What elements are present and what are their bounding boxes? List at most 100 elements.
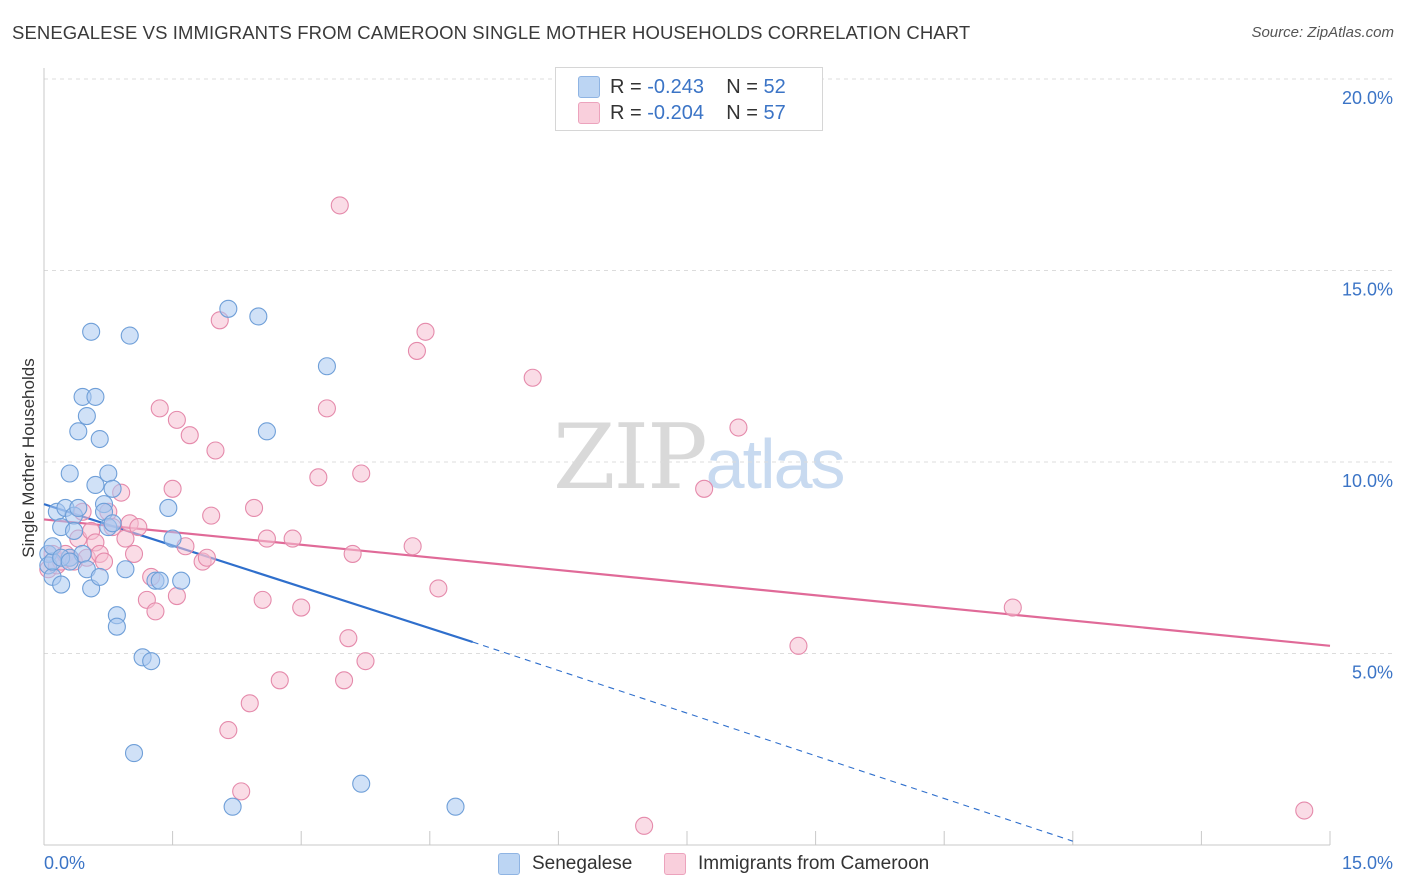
cameroon-point xyxy=(352,464,371,483)
senegalese-point xyxy=(159,498,178,518)
n-value: 57 xyxy=(763,101,786,124)
cameroon-point xyxy=(343,544,362,563)
cameroon-point xyxy=(197,548,216,567)
y-axis-label: Single Mother Households xyxy=(19,358,38,557)
senegalese-point xyxy=(249,307,268,326)
senegalese-point xyxy=(52,575,71,594)
cameroon-point xyxy=(695,479,714,498)
senegalese-point xyxy=(120,326,139,345)
cameroon-point xyxy=(253,590,272,609)
senegalese-point xyxy=(116,560,135,579)
tick-labels: 5.0% 10.0% 15.0% 20.0% 0.0% 15.0% xyxy=(44,88,1393,873)
cameroon-point xyxy=(283,529,302,548)
senegalese-point xyxy=(86,387,105,406)
cameroon-swatch xyxy=(578,102,600,124)
cameroon-point xyxy=(167,586,186,606)
cameroon-point xyxy=(244,498,264,518)
senegalese-swatch xyxy=(498,853,520,875)
cameroon-point xyxy=(292,598,311,617)
cameroon-point xyxy=(403,537,422,556)
senegalese-point xyxy=(82,322,101,341)
senegalese-point xyxy=(446,797,465,816)
data-points xyxy=(39,196,1314,835)
senegalese-trend-extension xyxy=(472,641,1073,842)
cameroon-point xyxy=(407,341,426,360)
senegalese-point xyxy=(103,479,122,498)
cameroon-point xyxy=(635,816,654,835)
cameroon-point xyxy=(150,399,169,418)
cameroon-point xyxy=(202,506,221,525)
y-tick-label: 15.0% xyxy=(1342,280,1393,300)
x-tick-label: 0.0% xyxy=(44,853,85,873)
legend-item-senegalese[interactable]: Senegalese xyxy=(498,853,632,875)
cameroon-point xyxy=(124,544,144,563)
r-label: R = xyxy=(610,75,642,98)
senegalese-point xyxy=(64,521,84,540)
cameroon-point xyxy=(729,418,748,437)
senegalese-point xyxy=(172,571,191,590)
senegalese-point xyxy=(150,571,169,590)
cameroon-point xyxy=(206,441,225,460)
stats-legend: R = -0.243 N = 52 R = -0.204 N = 57 xyxy=(555,67,823,131)
senegalese-point xyxy=(60,552,79,571)
y-tick-label: 5.0% xyxy=(1352,663,1393,683)
cameroon-point xyxy=(1295,801,1314,820)
r-value: -0.243 xyxy=(647,75,704,98)
cameroon-point xyxy=(257,529,276,548)
cameroon-point xyxy=(309,468,328,487)
cameroon-point xyxy=(232,782,251,801)
cameroon-point xyxy=(416,322,435,341)
senegalese-point xyxy=(99,464,118,483)
senegalese-point xyxy=(163,529,182,548)
watermark-zip: ZIP xyxy=(553,405,708,510)
cameroon-point xyxy=(429,579,448,598)
stats-row-cameroon: R = -0.204 N = 57 xyxy=(578,100,786,126)
n-label: N = xyxy=(726,101,758,124)
n-value: 52 xyxy=(763,75,786,98)
r-value: -0.204 xyxy=(647,101,704,124)
cameroon-point xyxy=(146,602,165,621)
cameroon-trend-line xyxy=(43,518,1331,647)
senegalese-point xyxy=(352,774,371,793)
senegalese-point xyxy=(257,422,276,441)
senegalese-point xyxy=(77,406,96,426)
series-legend: Senegalese Immigrants from Cameroon xyxy=(0,850,1406,880)
cameroon-point xyxy=(129,518,148,537)
legend-item-cameroon[interactable]: Immigrants from Cameroon xyxy=(664,853,929,875)
cameroon-point xyxy=(789,636,808,655)
axes xyxy=(43,68,1331,846)
chart-title: SENEGALESE VS IMMIGRANTS FROM CAMEROON S… xyxy=(12,22,971,43)
legend-label-senegalese: Senegalese xyxy=(532,853,633,874)
senegalese-point xyxy=(124,744,144,763)
cameroon-point xyxy=(180,426,199,445)
cameroon-swatch xyxy=(664,853,686,875)
y-tick-label: 20.0% xyxy=(1342,88,1393,108)
cameroon-point xyxy=(167,410,186,429)
senegalese-point xyxy=(142,652,161,671)
senegalese-point xyxy=(90,567,109,586)
senegalese-point xyxy=(223,797,242,816)
cameroon-point xyxy=(356,652,375,671)
senegalese-point xyxy=(86,475,105,495)
cameroon-point xyxy=(339,629,358,648)
y-tick-label: 10.0% xyxy=(1342,471,1393,491)
r-label: R = xyxy=(610,101,642,124)
senegalese-point xyxy=(90,429,109,449)
cameroon-point xyxy=(219,721,238,740)
watermark: ZIPatlas xyxy=(553,405,846,510)
cameroon-point xyxy=(523,368,542,387)
n-label: N = xyxy=(726,75,758,98)
legend-label-cameroon: Immigrants from Cameroon xyxy=(698,853,930,874)
senegalese-point xyxy=(219,299,238,318)
cameroon-point xyxy=(163,479,182,498)
cameroon-point xyxy=(94,552,114,571)
senegalese-point xyxy=(69,422,88,441)
cameroon-point xyxy=(330,196,349,215)
senegalese-point xyxy=(69,498,88,518)
senegalese-swatch xyxy=(578,76,600,98)
senegalese-point xyxy=(107,617,126,636)
cameroon-point xyxy=(317,399,336,418)
x-tick-label: 15.0% xyxy=(1342,853,1393,873)
senegalese-point xyxy=(60,464,79,483)
